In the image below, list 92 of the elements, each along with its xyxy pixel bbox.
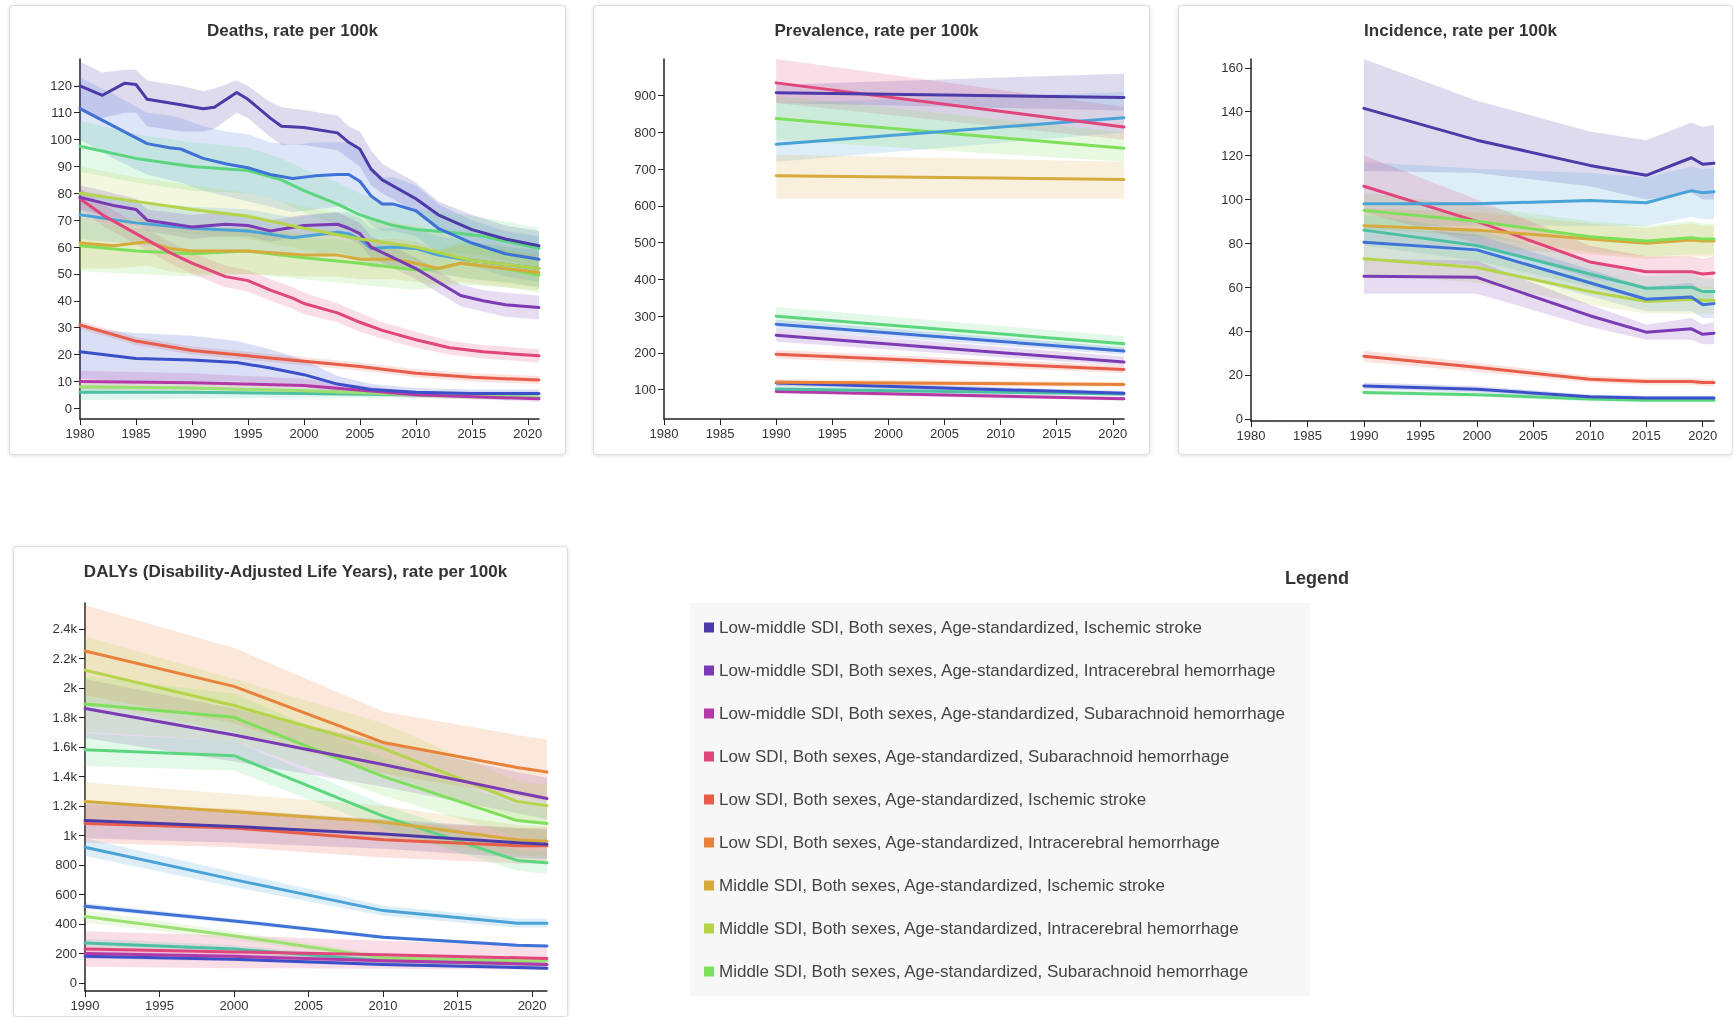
x-tick-label: 1995 bbox=[233, 426, 263, 441]
y-tick-label: 800 bbox=[634, 124, 656, 140]
y-tick-label: 40 bbox=[1228, 323, 1243, 339]
x-tick-label: 2015 bbox=[443, 998, 473, 1013]
legend-label: Low SDI, Both sexes, Age-standardized, Intracerebral hemorrhage bbox=[719, 833, 1220, 852]
x-tick-label: 2015 bbox=[1042, 426, 1072, 441]
y-tick-label: 200 bbox=[634, 345, 656, 361]
y-tick-label: 0 bbox=[1235, 411, 1243, 427]
x-tick-label: 1980 bbox=[649, 426, 679, 441]
x-tick-label: 2020 bbox=[513, 426, 543, 441]
x-tick-label: 2010 bbox=[1575, 428, 1605, 443]
y-tick-label: 900 bbox=[634, 88, 656, 104]
y-tick-label: 60 bbox=[57, 239, 72, 255]
x-tick-label: 1990 bbox=[1349, 428, 1379, 443]
x-tick-label: 1985 bbox=[121, 426, 151, 441]
x-tick-label: 2010 bbox=[986, 426, 1016, 441]
y-tick-label: 160 bbox=[1221, 60, 1243, 76]
y-tick-label: 0 bbox=[64, 400, 72, 416]
y-tick-label: 800 bbox=[55, 857, 77, 873]
x-tick-label: 1995 bbox=[145, 998, 174, 1013]
x-tick-label: 2020 bbox=[1098, 426, 1128, 441]
y-tick-label: 100 bbox=[1221, 191, 1243, 207]
y-tick-label: 2.4k bbox=[52, 621, 78, 637]
y-tick-label: 500 bbox=[634, 235, 656, 251]
y-tick-label: 400 bbox=[634, 271, 656, 287]
x-tick-label: 1990 bbox=[761, 426, 791, 441]
y-tick-label: 1.6k bbox=[52, 739, 78, 755]
y-tick-label: 40 bbox=[57, 293, 72, 309]
y-tick-label: 2k bbox=[63, 680, 78, 696]
x-tick-label: 2015 bbox=[457, 426, 487, 441]
legend-label: Middle SDI, Both sexes, Age-standardized, Subarachnoid hemorrhage bbox=[719, 962, 1249, 981]
y-tick-label: 100 bbox=[634, 382, 656, 398]
y-tick-label: 0 bbox=[69, 975, 77, 991]
y-tick-label: 50 bbox=[57, 266, 72, 282]
x-tick-label: 2005 bbox=[345, 426, 375, 441]
x-tick-label: 2005 bbox=[294, 998, 324, 1013]
y-tick-label: 20 bbox=[1228, 367, 1243, 383]
x-tick-label: 1995 bbox=[1405, 428, 1435, 443]
y-tick-label: 60 bbox=[1228, 279, 1243, 295]
legend-label: Middle SDI, Both sexes, Age-standardized, Ischemic stroke bbox=[719, 876, 1165, 895]
legend-label: Middle SDI, Both sexes, Age-standardized, Intracerebral hemorrhage bbox=[719, 919, 1239, 938]
y-tick-label: 600 bbox=[55, 886, 77, 902]
y-tick-label: 10 bbox=[57, 373, 72, 389]
y-tick-label: 1.2k bbox=[52, 798, 78, 814]
legend-label: Low-middle SDI, Both sexes, Age-standardized, Ischemic stroke bbox=[719, 618, 1202, 637]
x-tick-label: 2000 bbox=[873, 426, 903, 441]
legend-title: Legend bbox=[1284, 568, 1350, 588]
y-tick-label: 110 bbox=[51, 105, 72, 121]
y-tick-label: 400 bbox=[55, 916, 77, 932]
chart-title: Prevalence, rate per 100k bbox=[774, 21, 980, 40]
y-tick-label: 1.4k bbox=[52, 768, 78, 784]
x-tick-label: 1995 bbox=[817, 426, 847, 441]
chart-title: Deaths, rate per 100k bbox=[206, 21, 379, 40]
y-tick-label: 100 bbox=[50, 132, 72, 148]
y-tick-label: 300 bbox=[634, 308, 656, 324]
y-tick-label: 80 bbox=[1228, 235, 1243, 251]
y-tick-label: 20 bbox=[57, 347, 72, 363]
y-tick-label: 2.2k bbox=[52, 650, 78, 666]
x-tick-label: 2010 bbox=[368, 998, 398, 1013]
legend-label: Low SDI, Both sexes, Age-standardized, Ischemic stroke bbox=[719, 790, 1147, 809]
x-tick-label: 2020 bbox=[517, 998, 547, 1013]
chart-title: Incidence, rate per 100k bbox=[1364, 21, 1558, 40]
y-tick-label: 120 bbox=[50, 78, 72, 94]
x-tick-label: 1980 bbox=[1236, 428, 1266, 443]
y-tick-label: 120 bbox=[1221, 148, 1243, 164]
x-tick-label: 1985 bbox=[705, 426, 735, 441]
x-tick-label: 1980 bbox=[65, 426, 95, 441]
y-tick-label: 700 bbox=[634, 161, 656, 177]
y-tick-label: 1k bbox=[63, 827, 78, 843]
x-tick-label: 2015 bbox=[1631, 428, 1661, 443]
x-tick-label: 1990 bbox=[177, 426, 207, 441]
legend-label: Low SDI, Both sexes, Age-standardized, Subarachnoid hemorrhage bbox=[719, 747, 1230, 766]
x-tick-label: 2020 bbox=[1688, 428, 1718, 443]
y-tick-label: 30 bbox=[57, 320, 72, 336]
y-tick-label: 70 bbox=[57, 212, 72, 228]
y-tick-label: 90 bbox=[57, 158, 72, 174]
x-tick-label: 1990 bbox=[70, 998, 100, 1013]
y-tick-label: 80 bbox=[57, 185, 72, 201]
chart-title: DALYs (Disability-Adjusted Life Years), rate per 100k bbox=[83, 562, 508, 581]
x-tick-label: 2005 bbox=[930, 426, 959, 441]
y-tick-label: 600 bbox=[634, 198, 656, 214]
legend-label: Low-middle SDI, Both sexes, Age-standardized, Intracerebral hemorrhage bbox=[719, 661, 1276, 680]
x-tick-label: 2010 bbox=[401, 426, 431, 441]
x-tick-label: 2005 bbox=[1518, 428, 1548, 443]
y-tick-label: 1.8k bbox=[52, 709, 78, 725]
legend-label: Low-middle SDI, Both sexes, Age-standardized, Subarachnoid hemorrhage bbox=[719, 704, 1286, 723]
x-tick-label: 2000 bbox=[219, 998, 249, 1013]
x-tick-label: 2000 bbox=[1462, 428, 1492, 443]
y-tick-label: 200 bbox=[55, 945, 77, 961]
x-tick-label: 1985 bbox=[1293, 428, 1322, 443]
y-tick-label: 140 bbox=[1221, 104, 1243, 120]
x-tick-label: 2000 bbox=[289, 426, 319, 441]
